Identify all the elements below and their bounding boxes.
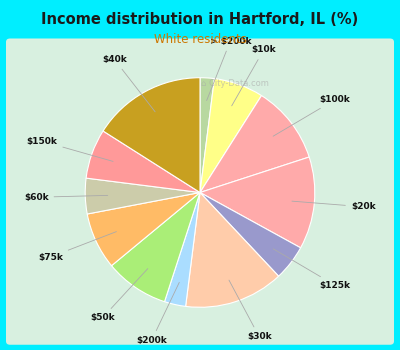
- Text: $75k: $75k: [38, 232, 116, 261]
- Wedge shape: [200, 96, 309, 192]
- Text: $60k: $60k: [24, 193, 108, 202]
- Text: ⌂ City-Data.com: ⌂ City-Data.com: [200, 79, 268, 88]
- Wedge shape: [103, 78, 200, 193]
- Wedge shape: [200, 78, 214, 193]
- Wedge shape: [112, 193, 200, 302]
- Wedge shape: [200, 157, 315, 248]
- Text: > $200k: > $200k: [207, 37, 251, 100]
- Text: $125k: $125k: [273, 249, 351, 290]
- Wedge shape: [200, 79, 262, 193]
- Wedge shape: [164, 193, 200, 306]
- Text: $50k: $50k: [90, 268, 148, 322]
- Wedge shape: [87, 193, 200, 266]
- Text: $40k: $40k: [102, 55, 155, 112]
- Text: $100k: $100k: [273, 95, 350, 136]
- Text: $10k: $10k: [232, 46, 276, 106]
- Wedge shape: [85, 178, 200, 214]
- Text: $30k: $30k: [229, 280, 272, 341]
- Text: White residents: White residents: [154, 33, 246, 46]
- Text: $20k: $20k: [292, 201, 376, 211]
- Wedge shape: [186, 193, 278, 307]
- Text: Income distribution in Hartford, IL (%): Income distribution in Hartford, IL (%): [41, 12, 359, 27]
- Wedge shape: [200, 193, 301, 276]
- Text: $150k: $150k: [26, 136, 113, 161]
- Wedge shape: [86, 131, 200, 193]
- Text: $200k: $200k: [136, 282, 179, 345]
